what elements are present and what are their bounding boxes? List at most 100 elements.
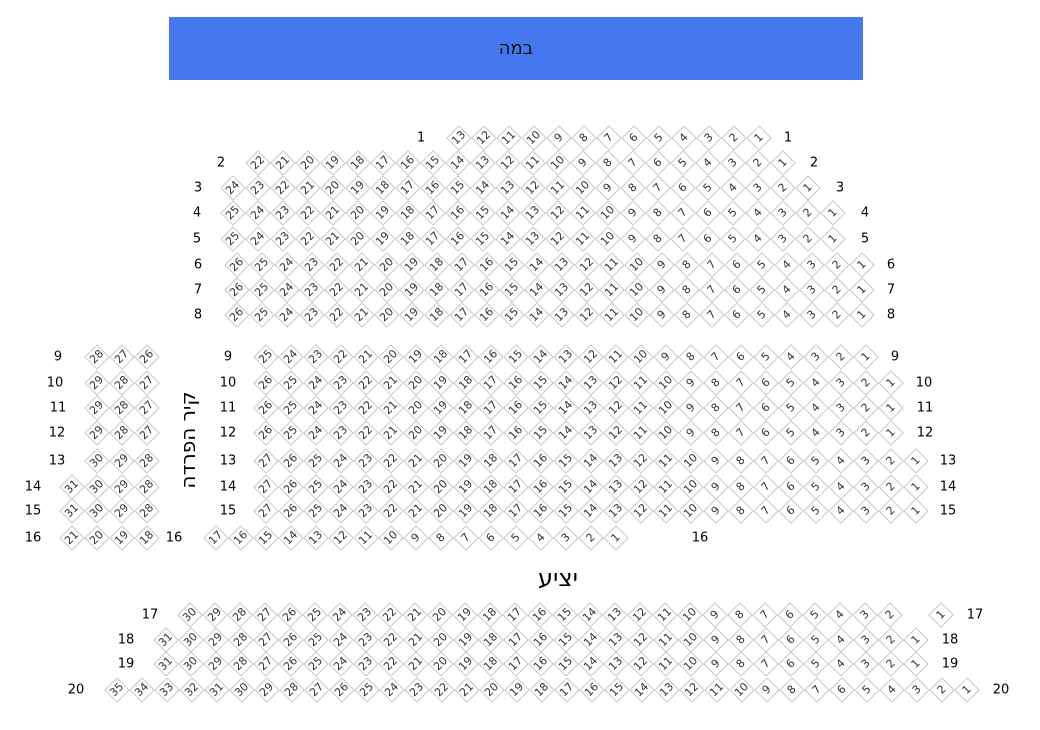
- seat[interactable]: 7: [753, 474, 779, 500]
- seat[interactable]: 32: [179, 677, 205, 703]
- seat[interactable]: 13: [603, 474, 629, 500]
- seat[interactable]: 25: [303, 448, 329, 474]
- seat[interactable]: 18: [453, 370, 479, 396]
- seat[interactable]: 22: [324, 302, 350, 328]
- seat[interactable]: 18: [370, 175, 396, 201]
- seat[interactable]: 6: [777, 602, 803, 628]
- seat[interactable]: 14: [495, 200, 521, 226]
- seat[interactable]: 10: [545, 150, 571, 176]
- seat[interactable]: 6: [728, 344, 754, 370]
- seat[interactable]: 13: [553, 344, 579, 370]
- seat[interactable]: 24: [220, 175, 246, 201]
- seat[interactable]: 2: [853, 395, 879, 421]
- seat[interactable]: 12: [574, 277, 600, 303]
- seat[interactable]: 6: [478, 525, 504, 551]
- seat[interactable]: 11: [599, 277, 625, 303]
- seat[interactable]: 10: [521, 125, 547, 151]
- seat[interactable]: 22: [378, 448, 404, 474]
- seat[interactable]: 11: [599, 302, 625, 328]
- seat[interactable]: 3: [904, 677, 930, 703]
- seat[interactable]: 26: [224, 252, 250, 278]
- seat[interactable]: 26: [278, 651, 304, 677]
- seat[interactable]: 21: [403, 627, 429, 653]
- seat[interactable]: 25: [249, 277, 275, 303]
- seat[interactable]: 19: [399, 252, 425, 278]
- seat[interactable]: 20: [479, 677, 505, 703]
- seat[interactable]: 6: [695, 200, 721, 226]
- seat[interactable]: 21: [353, 344, 379, 370]
- seat[interactable]: 15: [470, 226, 496, 252]
- seat[interactable]: 29: [202, 602, 228, 628]
- seat[interactable]: 30: [177, 602, 203, 628]
- seat[interactable]: 12: [328, 525, 354, 551]
- seat[interactable]: 23: [328, 420, 354, 446]
- seat[interactable]: 20: [427, 602, 453, 628]
- seat[interactable]: 8: [674, 252, 700, 278]
- seat[interactable]: 26: [278, 627, 304, 653]
- seat[interactable]: 30: [229, 677, 255, 703]
- seat[interactable]: 15: [553, 448, 579, 474]
- seat[interactable]: 24: [245, 226, 271, 252]
- seat[interactable]: 16: [503, 395, 529, 421]
- seat[interactable]: 8: [703, 395, 729, 421]
- seat[interactable]: 28: [227, 602, 253, 628]
- seat[interactable]: 19: [403, 344, 429, 370]
- seat[interactable]: 29: [84, 395, 110, 421]
- seat[interactable]: 8: [571, 125, 597, 151]
- seat[interactable]: 17: [449, 277, 475, 303]
- seat[interactable]: 2: [877, 602, 903, 628]
- seat[interactable]: 11: [653, 498, 679, 524]
- seat[interactable]: 5: [749, 302, 775, 328]
- seat[interactable]: 6: [778, 474, 804, 500]
- seat[interactable]: 25: [249, 302, 275, 328]
- seat[interactable]: 2: [721, 125, 747, 151]
- seat[interactable]: 20: [428, 651, 454, 677]
- seat[interactable]: 24: [274, 252, 300, 278]
- seat[interactable]: 11: [704, 677, 730, 703]
- seat[interactable]: 1: [820, 200, 846, 226]
- seat[interactable]: 27: [109, 344, 135, 370]
- seat[interactable]: 16: [527, 602, 553, 628]
- seat[interactable]: 15: [528, 395, 554, 421]
- seat[interactable]: 30: [178, 627, 204, 653]
- seat[interactable]: 16: [474, 252, 500, 278]
- seat[interactable]: 19: [428, 370, 454, 396]
- seat[interactable]: 11: [653, 627, 679, 653]
- seat[interactable]: 4: [879, 677, 905, 703]
- seat[interactable]: 21: [349, 277, 375, 303]
- seat[interactable]: 1: [903, 448, 929, 474]
- seat[interactable]: 8: [595, 150, 621, 176]
- seat[interactable]: 2: [770, 175, 796, 201]
- seat[interactable]: 22: [377, 602, 403, 628]
- seat[interactable]: 4: [671, 125, 697, 151]
- seat[interactable]: 7: [699, 252, 725, 278]
- seat[interactable]: 15: [499, 302, 525, 328]
- seat[interactable]: 25: [278, 370, 304, 396]
- seat[interactable]: 13: [303, 525, 329, 551]
- seat[interactable]: 20: [345, 226, 371, 252]
- seat[interactable]: 24: [278, 344, 304, 370]
- seat[interactable]: 12: [603, 370, 629, 396]
- seat[interactable]: 23: [270, 226, 296, 252]
- seat[interactable]: 17: [503, 498, 529, 524]
- seat[interactable]: 18: [345, 150, 371, 176]
- seat[interactable]: 19: [370, 226, 396, 252]
- seat[interactable]: 23: [353, 651, 379, 677]
- seat[interactable]: 14: [553, 395, 579, 421]
- seat[interactable]: 9: [546, 125, 572, 151]
- seat[interactable]: 8: [728, 474, 754, 500]
- seat[interactable]: 12: [574, 252, 600, 278]
- seat[interactable]: 2: [929, 677, 955, 703]
- seat[interactable]: 10: [624, 302, 650, 328]
- seat[interactable]: 16: [528, 448, 554, 474]
- seat[interactable]: 15: [553, 627, 579, 653]
- seat[interactable]: 10: [653, 395, 679, 421]
- seat[interactable]: 10: [378, 525, 404, 551]
- seat[interactable]: 17: [370, 150, 396, 176]
- seat[interactable]: 4: [828, 474, 854, 500]
- seat[interactable]: 13: [446, 125, 472, 151]
- seat[interactable]: 20: [403, 395, 429, 421]
- seat[interactable]: 26: [253, 395, 279, 421]
- seat[interactable]: 12: [628, 474, 654, 500]
- seat[interactable]: 5: [778, 420, 804, 446]
